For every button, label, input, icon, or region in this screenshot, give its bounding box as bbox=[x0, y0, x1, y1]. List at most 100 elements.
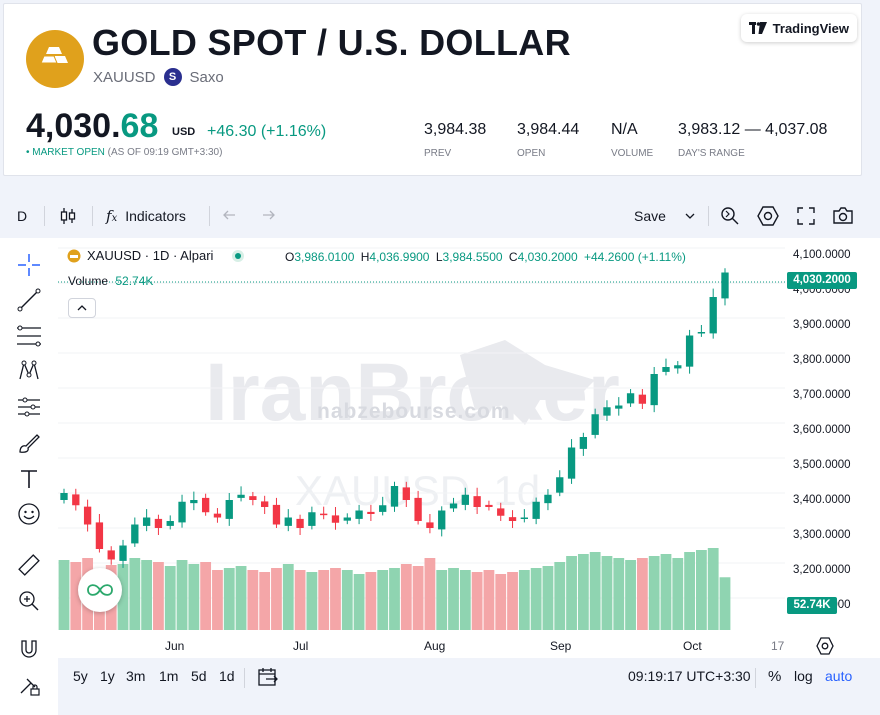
fib-retracement-icon[interactable] bbox=[14, 323, 44, 349]
candle-body bbox=[485, 504, 493, 507]
range-5d-button[interactable]: 5d bbox=[191, 668, 207, 684]
drawing-toolbar bbox=[0, 240, 58, 715]
x-tick: Oct bbox=[683, 639, 702, 653]
candle-body bbox=[709, 297, 717, 334]
percent-scale-toggle[interactable]: % bbox=[768, 668, 782, 685]
stat-open: 3,984.44 OPEN bbox=[517, 121, 579, 159]
scroll-to-realtime-button[interactable] bbox=[78, 568, 122, 612]
date-range-calendar-icon[interactable] bbox=[258, 668, 278, 689]
volume-bars bbox=[58, 548, 731, 630]
settings-gear-icon[interactable] bbox=[757, 196, 779, 236]
price-axis[interactable]: 4,100.0000 4,000.0000 3,900.0000 3,800.0… bbox=[785, 240, 880, 632]
candle-body bbox=[449, 503, 458, 509]
divider bbox=[92, 206, 93, 226]
volume-bar bbox=[719, 577, 731, 630]
range-1m-button[interactable]: 1m bbox=[159, 668, 179, 684]
x-tick: Jun bbox=[165, 639, 185, 653]
close-value: 4,030.2000 bbox=[517, 250, 578, 264]
candle-body bbox=[166, 521, 174, 526]
range-5y-button[interactable]: 5y bbox=[73, 668, 88, 684]
candle-body bbox=[638, 394, 647, 404]
price-chart[interactable] bbox=[58, 240, 785, 632]
volume-bar bbox=[318, 570, 330, 630]
volume-bar bbox=[271, 568, 282, 630]
volume-bar bbox=[188, 564, 200, 630]
stat-value: 3,984.44 bbox=[517, 121, 580, 138]
candle-body bbox=[603, 407, 611, 416]
y-tick: 3,700.0000 bbox=[793, 389, 851, 401]
divider bbox=[44, 206, 45, 226]
exchange-name[interactable]: Saxo bbox=[189, 68, 224, 86]
emoji-icon[interactable] bbox=[14, 501, 44, 527]
interval-button[interactable]: D bbox=[17, 196, 27, 236]
zoom-in-icon[interactable] bbox=[14, 588, 44, 614]
market-status: • MARKET OPEN (AS OF 09:19 GMT+3:30) bbox=[26, 147, 222, 158]
volume-bar bbox=[707, 548, 719, 630]
chart-legend[interactable]: XAUUSD · 1D · Alpari bbox=[67, 248, 245, 263]
candle-body bbox=[579, 437, 588, 449]
candle-body bbox=[107, 550, 115, 560]
candle-body bbox=[72, 494, 80, 506]
volume-bar bbox=[554, 562, 566, 630]
tradingview-logo[interactable]: TradingView bbox=[740, 14, 857, 42]
change-value: +44.2600 (+1.11%) bbox=[584, 250, 686, 264]
candle-body bbox=[190, 500, 198, 504]
collapse-legend-chevron-up-icon[interactable] bbox=[68, 298, 96, 318]
range-3m-button[interactable]: 3m bbox=[126, 668, 146, 684]
volume-bar bbox=[212, 570, 223, 630]
axis-settings-gear-icon[interactable] bbox=[816, 637, 834, 660]
range-1y-button[interactable]: 1y bbox=[100, 668, 115, 684]
lock-drawings-icon[interactable] bbox=[14, 672, 44, 698]
volume-bar bbox=[459, 570, 471, 630]
volume-bar bbox=[58, 560, 70, 630]
stat-label: OPEN bbox=[517, 148, 546, 159]
candle-body bbox=[308, 512, 316, 526]
divider bbox=[755, 668, 756, 688]
range-1d-button[interactable]: 1d bbox=[219, 668, 235, 684]
volume-bar bbox=[176, 560, 188, 630]
fullscreen-icon[interactable] bbox=[797, 196, 815, 236]
candle-body bbox=[343, 517, 351, 521]
volume-bar bbox=[129, 558, 141, 630]
market-time: (AS OF 09:19 GMT+3:30) bbox=[107, 147, 223, 158]
trend-line-icon[interactable] bbox=[14, 287, 44, 313]
pattern-tool-icon[interactable] bbox=[14, 358, 44, 384]
legend-title: XAUUSD · 1D · Alpari bbox=[87, 248, 214, 263]
grid-lines bbox=[58, 247, 785, 599]
volume-legend[interactable]: Volume 52.74K bbox=[68, 274, 153, 288]
crosshair-icon[interactable] bbox=[14, 252, 44, 278]
candle-body bbox=[461, 494, 469, 505]
indicators-button[interactable]: fx Indicators bbox=[106, 196, 186, 236]
chart-type-button[interactable] bbox=[60, 196, 76, 236]
auto-scale-toggle[interactable]: auto bbox=[825, 668, 853, 684]
symbol-header: GOLD SPOT / U.S. DOLLAR XAUUSD S Saxo Tr… bbox=[3, 3, 862, 176]
y-tick: 3,300.0000 bbox=[793, 529, 851, 541]
volume-bar bbox=[117, 564, 129, 630]
ruler-measure-icon[interactable] bbox=[14, 552, 44, 578]
forecast-tool-icon[interactable] bbox=[14, 394, 44, 420]
brush-icon[interactable] bbox=[14, 430, 44, 456]
clock-timezone[interactable]: 09:19:17 UTC+3:30 bbox=[628, 668, 751, 684]
candle-body bbox=[95, 522, 104, 549]
indicators-label: Indicators bbox=[125, 208, 186, 224]
y-tick: 3,200.0000 bbox=[793, 564, 851, 576]
text-tool-icon[interactable] bbox=[14, 466, 44, 492]
undo-icon[interactable] bbox=[223, 196, 239, 236]
magnet-icon[interactable] bbox=[14, 636, 44, 662]
log-scale-toggle[interactable]: log bbox=[794, 668, 813, 684]
redo-icon[interactable] bbox=[259, 196, 275, 236]
stat-value: 3,984.38 bbox=[424, 121, 487, 138]
exchange-badge-icon: S bbox=[163, 68, 182, 86]
save-button[interactable]: Save bbox=[634, 196, 666, 236]
candle-body bbox=[567, 447, 576, 479]
y-tick: 3,900.0000 bbox=[793, 319, 851, 331]
quick-search-icon[interactable] bbox=[720, 196, 740, 236]
candle-body bbox=[83, 506, 92, 525]
save-menu-chevron-down-icon[interactable] bbox=[685, 196, 695, 236]
stat-label: VOLUME bbox=[611, 148, 654, 159]
price-change: +46.30 (+1.16%) bbox=[207, 123, 327, 140]
volume-bar bbox=[672, 558, 684, 630]
camera-screenshot-icon[interactable] bbox=[832, 196, 854, 236]
divider bbox=[209, 206, 210, 226]
stat-volume: N/A VOLUME bbox=[611, 121, 653, 159]
